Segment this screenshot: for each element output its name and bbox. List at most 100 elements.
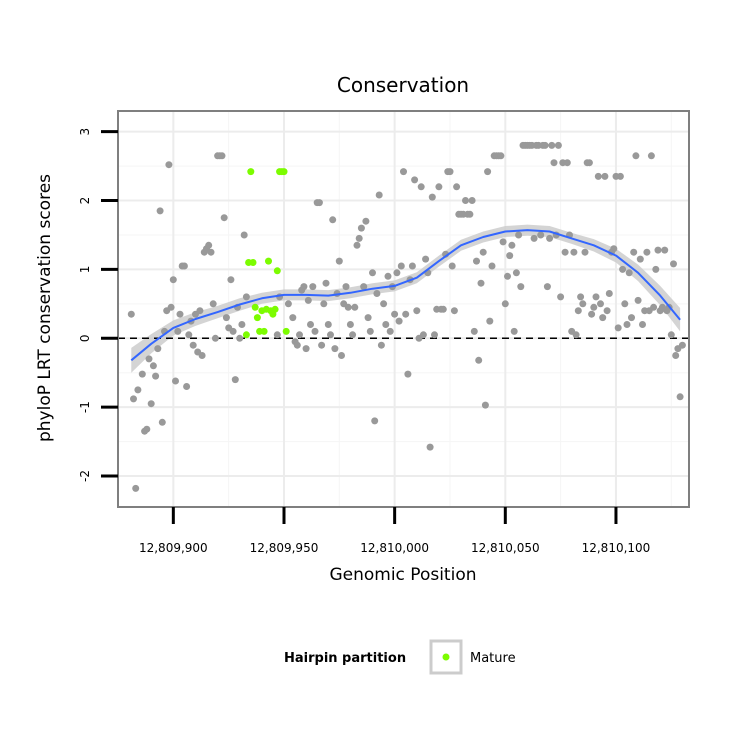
data-point <box>515 231 523 239</box>
x-tick-label: 12,810,000 <box>360 541 429 555</box>
data-point <box>462 197 469 204</box>
data-point <box>382 321 390 328</box>
data-point <box>439 305 447 313</box>
data-point <box>393 269 401 277</box>
data-point <box>329 216 337 224</box>
data-point <box>369 269 376 277</box>
data-point <box>397 262 405 270</box>
data-point <box>510 327 518 335</box>
data-point <box>541 141 549 149</box>
confidence-band <box>131 224 681 373</box>
data-point <box>477 279 485 287</box>
data-point <box>165 161 173 169</box>
data-point <box>185 331 193 339</box>
data-point <box>484 168 492 176</box>
data-point <box>344 303 352 311</box>
data-point <box>557 293 565 301</box>
data-point <box>579 300 587 308</box>
data-point <box>676 393 684 401</box>
data-point-mature <box>253 314 261 322</box>
grid-lines <box>118 111 689 507</box>
data-point-mature <box>271 305 279 313</box>
data-point <box>198 352 206 359</box>
y-axis-title: phyloP LRT conservation scores <box>35 174 55 442</box>
x-tick-label: 12,810,050 <box>471 541 540 555</box>
data-point <box>650 303 658 311</box>
data-point <box>338 352 345 359</box>
data-point <box>628 314 635 322</box>
data-point <box>218 152 226 160</box>
data-point <box>546 234 554 242</box>
data-point <box>360 283 368 291</box>
data-point <box>601 172 609 180</box>
data-point <box>570 248 578 256</box>
data-point <box>499 238 507 246</box>
data-point <box>408 262 416 270</box>
legend-title: Hairpin partition <box>284 651 406 666</box>
data-point <box>342 283 350 291</box>
legend-mature-marker <box>442 653 450 661</box>
data-point <box>158 418 166 426</box>
data-point <box>296 331 303 339</box>
data-point <box>468 197 476 204</box>
data-point <box>632 152 640 160</box>
data-point <box>590 303 598 311</box>
data-point <box>167 303 175 311</box>
data-point <box>623 321 631 328</box>
data-point <box>174 327 182 335</box>
data-point <box>603 307 611 315</box>
x-axis: 12,809,900 12,809,950 12,810,000 12,810,050… <box>139 507 650 555</box>
plot-panel-border <box>117 110 690 508</box>
y-tick-label: 3 <box>78 128 92 136</box>
data-point-mature <box>280 168 288 176</box>
data-point-mature <box>282 327 290 335</box>
data-point <box>318 341 326 349</box>
data-point <box>304 296 312 304</box>
data-point <box>594 172 602 180</box>
data-point <box>324 321 332 328</box>
legend-entry-mature: Mature <box>470 651 516 666</box>
data-point <box>242 293 250 301</box>
smooth-trend-line <box>130 229 681 362</box>
data-point <box>220 214 228 222</box>
points-layer <box>127 141 686 492</box>
data-point <box>561 248 569 256</box>
data-point <box>172 377 179 385</box>
data-point <box>327 331 334 339</box>
data-point <box>384 272 392 280</box>
data-point <box>130 395 137 403</box>
data-point <box>351 303 359 311</box>
data-point <box>302 345 310 353</box>
data-point <box>205 241 213 249</box>
data-point <box>530 234 538 242</box>
data-point <box>156 207 164 215</box>
data-point <box>481 401 489 409</box>
data-point-mature <box>260 327 268 335</box>
data-point <box>355 234 363 242</box>
data-point <box>211 334 219 342</box>
data-point <box>470 327 478 335</box>
data-point <box>450 307 458 315</box>
data-point <box>238 321 246 328</box>
data-point <box>346 321 354 328</box>
data-point <box>293 341 301 349</box>
y-tick-label: -2 <box>78 470 92 482</box>
data-point <box>311 327 319 335</box>
data-point <box>581 248 589 256</box>
data-point <box>453 183 461 191</box>
data-point <box>366 327 374 335</box>
data-point-mature <box>251 303 259 311</box>
data-point <box>585 159 593 167</box>
data-point <box>222 314 230 322</box>
data-point <box>446 168 454 176</box>
data-point <box>634 296 642 304</box>
data-point <box>207 248 215 256</box>
data-point <box>621 300 629 308</box>
data-point <box>400 168 407 176</box>
data-point <box>320 300 328 308</box>
data-point <box>300 283 308 291</box>
data-point <box>284 300 292 308</box>
data-point <box>577 293 585 301</box>
data-point <box>647 152 655 160</box>
data-point <box>152 372 160 380</box>
